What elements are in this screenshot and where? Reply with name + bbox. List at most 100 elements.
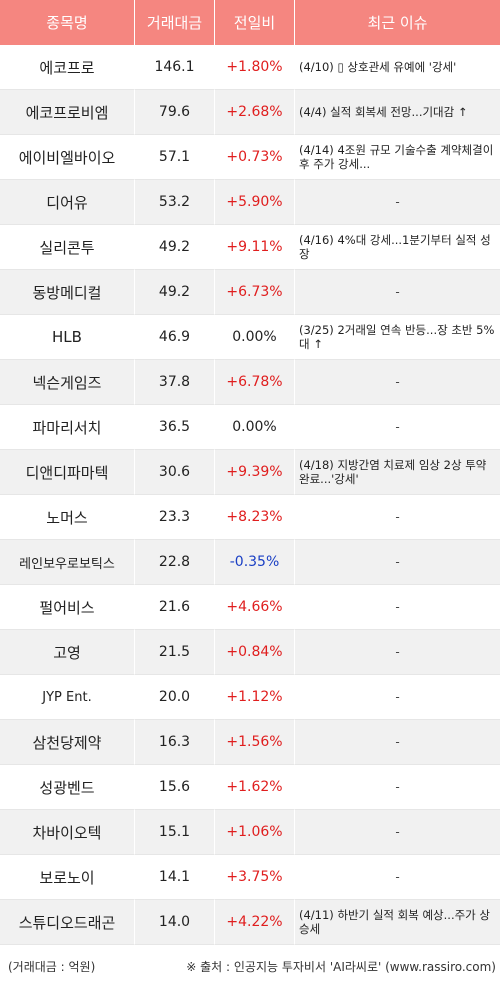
- trade-volume: 21.6: [135, 585, 215, 630]
- table-row: 넥슨게임즈 37.8 +6.78% -: [0, 360, 500, 405]
- stock-name: 고영: [0, 630, 135, 675]
- stock-name: 레인보우로보틱스: [0, 540, 135, 585]
- footer: (거래대금 : 억원) ※ 출처 : 인공지능 투자비서 'AI라씨로' (ww…: [0, 950, 500, 980]
- change-rate: +6.78%: [215, 360, 295, 405]
- table-row: 성광벤드 15.6 +1.62% -: [0, 765, 500, 810]
- table-row: 디앤디파마텍 30.6 +9.39% (4/18) 지방간염 치료제 임상 2상 투약…: [0, 450, 500, 495]
- change-rate: +9.39%: [215, 450, 295, 495]
- table-row: 차바이오텍 15.1 +1.06% -: [0, 810, 500, 855]
- trade-volume: 30.6: [135, 450, 215, 495]
- recent-issue: (4/18) 지방간염 치료제 임상 2상 투약 완료...'강세': [295, 450, 500, 495]
- recent-issue: -: [295, 675, 500, 720]
- trade-volume: 146.1: [135, 45, 215, 90]
- table-row: JYP Ent. 20.0 +1.12% -: [0, 675, 500, 720]
- trade-volume: 14.0: [135, 900, 215, 945]
- recent-issue: -: [295, 765, 500, 810]
- recent-issue: (4/11) 하반기 실적 회복 예상...주가 상승세: [295, 900, 500, 945]
- stock-name: 보로노이: [0, 855, 135, 900]
- stock-name: 삼천당제약: [0, 720, 135, 765]
- trade-volume: 49.2: [135, 270, 215, 315]
- table-row: 에코프로비엠 79.6 +2.68% (4/4) 실적 회복세 전망...기대감 ↑: [0, 90, 500, 135]
- trade-volume: 36.5: [135, 405, 215, 450]
- change-rate: +1.12%: [215, 675, 295, 720]
- table-row: 실리콘투 49.2 +9.11% (4/16) 4%대 강세...1분기부터 실적 성…: [0, 225, 500, 270]
- table-row: 스튜디오드래곤 14.0 +4.22% (4/11) 하반기 실적 회복 예상...주…: [0, 900, 500, 945]
- trade-volume: 21.5: [135, 630, 215, 675]
- table-body: 에코프로 146.1 +1.80% (4/10) ▯ 상호관세 유예에 '강세' 에코프…: [0, 45, 500, 945]
- recent-issue: (4/14) 4조원 규모 기술수출 계약체결이후 주가 강세...: [295, 135, 500, 180]
- stock-name: 디어유: [0, 180, 135, 225]
- change-rate: +0.73%: [215, 135, 295, 180]
- trade-volume: 16.3: [135, 720, 215, 765]
- table-row: 보로노이 14.1 +3.75% -: [0, 855, 500, 900]
- recent-issue: -: [295, 360, 500, 405]
- change-rate: -0.35%: [215, 540, 295, 585]
- trade-volume: 57.1: [135, 135, 215, 180]
- recent-issue: -: [295, 810, 500, 855]
- stock-name: 넥슨게임즈: [0, 360, 135, 405]
- recent-issue: -: [295, 540, 500, 585]
- change-rate: +9.11%: [215, 225, 295, 270]
- recent-issue: -: [295, 720, 500, 765]
- table-header: 종목명 거래대금 전일비 최근 이슈: [0, 0, 500, 45]
- recent-issue: (4/4) 실적 회복세 전망...기대감 ↑: [295, 90, 500, 135]
- stock-name: 차바이오텍: [0, 810, 135, 855]
- trade-volume: 20.0: [135, 675, 215, 720]
- recent-issue: -: [295, 270, 500, 315]
- trade-volume: 22.8: [135, 540, 215, 585]
- trade-volume: 14.1: [135, 855, 215, 900]
- recent-issue: -: [295, 405, 500, 450]
- stock-name: 펄어비스: [0, 585, 135, 630]
- recent-issue: -: [295, 855, 500, 900]
- change-rate: +4.66%: [215, 585, 295, 630]
- stock-name: 실리콘투: [0, 225, 135, 270]
- header-name: 종목명: [0, 0, 135, 45]
- stock-table: 종목명 거래대금 전일비 최근 이슈 에코프로 146.1 +1.80% (4/10)…: [0, 0, 500, 945]
- table-row: 레인보우로보틱스 22.8 -0.35% -: [0, 540, 500, 585]
- header-volume: 거래대금: [135, 0, 215, 45]
- stock-name: 에코프로비엠: [0, 90, 135, 135]
- table-row: 에이비엘바이오 57.1 +0.73% (4/14) 4조원 규모 기술수출 계약체결…: [0, 135, 500, 180]
- table-row: 동방메디컬 49.2 +6.73% -: [0, 270, 500, 315]
- stock-name: JYP Ent.: [0, 675, 135, 720]
- recent-issue: -: [295, 630, 500, 675]
- change-rate: +8.23%: [215, 495, 295, 540]
- table-row: 노머스 23.3 +8.23% -: [0, 495, 500, 540]
- stock-name: 성광벤드: [0, 765, 135, 810]
- trade-volume: 53.2: [135, 180, 215, 225]
- stock-name: 노머스: [0, 495, 135, 540]
- trade-volume: 15.6: [135, 765, 215, 810]
- table-row: 펄어비스 21.6 +4.66% -: [0, 585, 500, 630]
- trade-volume: 37.8: [135, 360, 215, 405]
- trade-volume: 15.1: [135, 810, 215, 855]
- stock-name: 파마리서치: [0, 405, 135, 450]
- change-rate: 0.00%: [215, 315, 295, 360]
- table-row: 에코프로 146.1 +1.80% (4/10) ▯ 상호관세 유예에 '강세': [0, 45, 500, 90]
- change-rate: +1.56%: [215, 720, 295, 765]
- table-row: 고영 21.5 +0.84% -: [0, 630, 500, 675]
- change-rate: +2.68%: [215, 90, 295, 135]
- stock-name: 에이비엘바이오: [0, 135, 135, 180]
- source-note: ※ 출처 : 인공지능 투자비서 'AI라씨로' (www.rassiro.co…: [186, 960, 496, 974]
- trade-volume: 46.9: [135, 315, 215, 360]
- stock-name: 디앤디파마텍: [0, 450, 135, 495]
- trade-volume: 79.6: [135, 90, 215, 135]
- change-rate: 0.00%: [215, 405, 295, 450]
- trade-volume: 49.2: [135, 225, 215, 270]
- recent-issue: -: [295, 180, 500, 225]
- table-row: 삼천당제약 16.3 +1.56% -: [0, 720, 500, 765]
- table-row: 파마리서치 36.5 0.00% -: [0, 405, 500, 450]
- unit-note: (거래대금 : 억원): [8, 960, 96, 974]
- recent-issue: -: [295, 495, 500, 540]
- recent-issue: -: [295, 585, 500, 630]
- change-rate: +0.84%: [215, 630, 295, 675]
- change-rate: +4.22%: [215, 900, 295, 945]
- header-issue: 최근 이슈: [295, 0, 500, 45]
- change-rate: +6.73%: [215, 270, 295, 315]
- stock-name: 에코프로: [0, 45, 135, 90]
- recent-issue: (4/16) 4%대 강세...1분기부터 실적 성장: [295, 225, 500, 270]
- stock-name: 스튜디오드래곤: [0, 900, 135, 945]
- table-row: 디어유 53.2 +5.90% -: [0, 180, 500, 225]
- change-rate: +5.90%: [215, 180, 295, 225]
